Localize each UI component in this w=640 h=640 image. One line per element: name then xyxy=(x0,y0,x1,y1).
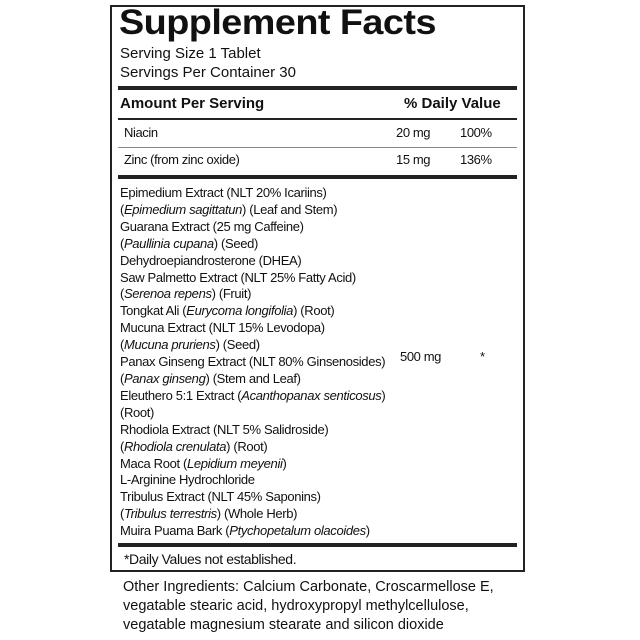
ingredient-text: ( xyxy=(120,438,124,454)
ingredient-text: ( xyxy=(120,370,124,386)
ingredient-text: ) xyxy=(282,455,287,471)
blend-amount: 500 mg xyxy=(400,349,441,364)
ingredient-text: ) (Fruit) xyxy=(211,286,252,302)
blend-ingredient-line: Rhodiola Extract (NLT 5% Salidroside) xyxy=(120,422,385,439)
blend-ingredient-line: Eleuthero 5:1 Extract (Acanthopanax sent… xyxy=(120,387,386,405)
nutrient-dv: 100% xyxy=(460,125,492,140)
ingredient-text: ( xyxy=(120,286,124,302)
nutrient-name: Zinc (from zinc oxide) xyxy=(124,152,240,167)
nutrient-amount: 20 mg xyxy=(396,125,431,140)
ingredient-text: ( xyxy=(120,235,124,251)
blend-ingredient-line: Epimedium Extract (NLT 20% Icariins) xyxy=(120,185,385,202)
ingredient-text: L-Arginine Hydrochloride xyxy=(120,472,255,488)
ingredient-text: Epimedium Extract (NLT 20% Icariins) xyxy=(120,185,327,200)
blend-ingredient-line: Dehydroepiandrosterone (DHEA) xyxy=(120,253,385,270)
ingredient-text: (Root) xyxy=(120,404,155,420)
ingredient-text: Guarana Extract (25 mg Caffeine) xyxy=(120,218,304,234)
botanical-name: Acanthopanax senticosus xyxy=(241,387,382,403)
ingredient-text: Panax Ginseng Extract (NLT 80% Ginsenosi… xyxy=(120,354,386,370)
botanical-name: Serenoa repens xyxy=(123,286,212,302)
blend-ingredient-line: (Tribulus terrestris) (Whole Herb) xyxy=(120,506,385,523)
blend-ingredient-line: (Root) xyxy=(120,405,385,422)
ingredient-text: ( xyxy=(120,201,124,217)
thick-divider xyxy=(118,86,517,90)
blend-ingredient-line: (Paullinia cupana) (Seed) xyxy=(120,236,385,253)
daily-value-header: % Daily Value xyxy=(404,95,501,112)
other-ingredients-line: Other Ingredients: Calcium Carbonate, Cr… xyxy=(123,579,494,595)
blend-ingredient-line: (Serenoa repens) (Fruit) xyxy=(120,286,385,303)
nutrient-name: Niacin xyxy=(124,125,158,140)
botanical-name: Panax ginseng xyxy=(123,370,206,386)
proprietary-blend-list: Epimedium Extract (NLT 20% Icariins) (Epi… xyxy=(120,185,386,540)
nutrient-dv: 136% xyxy=(460,152,492,167)
ingredient-text: Mucuna Extract (NLT 15% Levodopa) xyxy=(120,320,325,336)
other-ingredients-line: vegatable magnesium stearate and silicon… xyxy=(123,617,444,633)
ingredient-text: Rhodiola Extract (NLT 5% Salidroside) xyxy=(120,421,329,437)
botanical-name: Mucuna pruriens xyxy=(123,337,216,353)
ingredient-text: ) (Leaf and Stem) xyxy=(242,201,338,217)
blend-ingredient-line: (Epimedium sagittatun) (Leaf and Stem) xyxy=(120,202,385,219)
thick-divider xyxy=(118,175,517,179)
other-ingredients: Other Ingredients: Calcium Carbonate, Cr… xyxy=(123,578,494,635)
nutrient-amount: 15 mg xyxy=(396,152,431,167)
panel-title: Supplement Facts xyxy=(119,3,436,42)
blend-ingredient-line: (Panax ginseng) (Stem and Leaf) xyxy=(120,371,385,388)
blend-dv: * xyxy=(480,349,485,364)
supplement-facts-panel: Supplement Facts Serving Size 1 Tablet S… xyxy=(110,3,525,572)
ingredient-text: ) (Whole Herb) xyxy=(216,506,298,522)
ingredient-text: ) xyxy=(381,387,386,403)
blend-ingredient-line: Maca Root (Lepidium meyenii) xyxy=(120,456,385,473)
blend-ingredient-line: Panax Ginseng Extract (NLT 80% Ginsenosi… xyxy=(120,354,386,371)
blend-ingredient-line: Tribulus Extract (NLT 45% Saponins) xyxy=(120,489,385,506)
botanical-name: Epimedium sagittatun xyxy=(123,201,242,217)
footnote: *Daily Values not established. xyxy=(124,551,297,567)
botanical-name: Paullinia cupana xyxy=(123,235,214,251)
botanical-name: Ptychopetalum olacoides xyxy=(229,523,366,539)
blend-ingredient-line: (Mucuna pruriens) (Seed) xyxy=(120,337,385,354)
blend-ingredient-line: Tongkat Ali (Eurycoma longifolia) (Root) xyxy=(120,303,385,320)
amount-per-serving-header: Amount Per Serving xyxy=(120,95,265,112)
blend-ingredient-line: Saw Palmetto Extract (NLT 25% Fatty Acid… xyxy=(120,270,385,287)
ingredient-text: Muira Puama Bark ( xyxy=(120,523,230,539)
blend-ingredient-line: Muira Puama Bark (Ptychopetalum olacoide… xyxy=(120,523,385,540)
ingredient-text: Tongkat Ali ( xyxy=(120,303,187,319)
divider xyxy=(118,118,517,120)
botanical-name: Eurycoma longifolia xyxy=(186,303,294,319)
divider xyxy=(118,147,517,148)
ingredient-text: Eleuthero 5:1 Extract ( xyxy=(120,387,242,403)
ingredient-text: Maca Root ( xyxy=(120,455,187,471)
serving-size: Serving Size 1 Tablet xyxy=(120,45,261,62)
botanical-name: Rhodiola crenulata xyxy=(123,438,227,454)
ingredient-text: ) (Seed) xyxy=(215,337,261,353)
botanical-name: Tribulus terrestris xyxy=(123,506,217,522)
ingredient-text: ) (Stem and Leaf) xyxy=(205,370,301,386)
blend-ingredient-line: (Rhodiola crenulata) (Root) xyxy=(120,439,385,456)
other-ingredients-line: vegatable stearic acid, hydroxypropyl me… xyxy=(123,598,469,614)
ingredient-text: ) (Seed) xyxy=(213,235,259,251)
botanical-name: Lepidium meyenii xyxy=(186,455,283,471)
ingredient-text: ( xyxy=(120,506,124,522)
blend-ingredient-line: Guarana Extract (25 mg Caffeine) xyxy=(120,219,385,236)
ingredient-text: ( xyxy=(120,337,124,353)
servings-per-container: Servings Per Container 30 xyxy=(120,64,296,81)
ingredient-text: Tribulus Extract (NLT 45% Saponins) xyxy=(120,489,321,505)
ingredient-text: Saw Palmetto Extract (NLT 25% Fatty Acid… xyxy=(120,269,356,285)
ingredient-text: Dehydroepiandrosterone (DHEA) xyxy=(120,252,302,268)
blend-ingredient-line: L-Arginine Hydrochloride xyxy=(120,472,385,489)
ingredient-text: ) xyxy=(365,523,370,539)
thick-divider xyxy=(118,543,517,547)
blend-ingredient-line: Mucuna Extract (NLT 15% Levodopa) xyxy=(120,320,385,337)
ingredient-text: ) (Root) xyxy=(226,438,268,454)
ingredient-text: ) (Root) xyxy=(293,303,335,319)
